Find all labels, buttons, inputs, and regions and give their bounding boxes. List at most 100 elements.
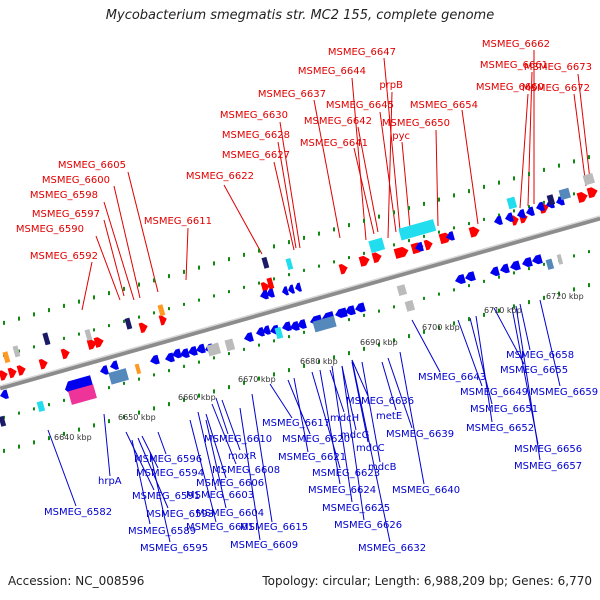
- ruler-dot: [108, 386, 110, 390]
- ruler-dot: [408, 206, 410, 211]
- forward-gene-label: MSMEG_6637: [258, 89, 326, 100]
- ruler-dot: [273, 244, 275, 249]
- ruler-tick-label: 6690 kbp: [360, 338, 398, 347]
- ruler-dot: [213, 356, 215, 360]
- ruler-dot: [513, 271, 515, 275]
- gene-label-connector: [197, 411, 217, 491]
- reverse-gene-arrow: [256, 326, 265, 337]
- forward-gene-arrow: [468, 226, 480, 238]
- reverse-gene-label: MSMEG_6651: [470, 404, 538, 415]
- ruler-dot: [588, 155, 590, 160]
- reverse-gene-label: MSMEG_6606: [196, 478, 264, 489]
- forward-gene-arrow: [358, 255, 370, 267]
- ruler-dot: [93, 423, 95, 428]
- reverse-gene-label: MSMEG_6632: [358, 543, 426, 554]
- reverse-gene-arrow: [510, 260, 521, 271]
- reverse-gene-arrow: [522, 257, 533, 268]
- ruler-dot: [198, 265, 200, 270]
- ruler-dot: [333, 227, 335, 232]
- ruler-dot: [183, 397, 185, 402]
- forward-gene-label: MSMEG_6650: [382, 118, 450, 129]
- ruler-dot: [498, 213, 500, 217]
- ruler-dot: [363, 346, 365, 351]
- ruler-dot: [3, 448, 5, 453]
- reverse-gene-arrow: [260, 289, 269, 300]
- ruler-dot: [438, 230, 440, 234]
- forward-gene-arrow: [338, 263, 348, 275]
- reverse-gene-label: MSMEG_6625: [322, 503, 390, 514]
- ruler-dot: [528, 205, 530, 209]
- reverse-gene-arrow: [490, 266, 500, 277]
- reverse-gene-arrow: [282, 321, 292, 332]
- gene-label-connector: [215, 397, 229, 435]
- ruler-dot: [543, 167, 545, 172]
- forward-gene-arrow: [260, 282, 270, 293]
- reverse-gene-arrow: [262, 325, 271, 335]
- ruler-dot: [378, 342, 380, 347]
- gene-label-connector: [573, 93, 587, 187]
- reverse-gene-arrow: [536, 201, 545, 212]
- gene-label-connector: [125, 431, 155, 491]
- ruler-dot: [123, 414, 125, 419]
- forward-gene-arrow: [158, 315, 167, 326]
- accession-text: Accession: NC_008596: [8, 574, 145, 588]
- reverse-gene-arrow: [297, 319, 307, 329]
- ruler-dot: [423, 296, 425, 300]
- gray-feature-box: [224, 338, 236, 352]
- ruler-dot: [483, 217, 485, 221]
- ruler-dot: [393, 305, 395, 309]
- ruler-dot: [543, 262, 545, 266]
- orange-feature-box: [134, 363, 142, 375]
- ruler-dot: [3, 415, 5, 419]
- reverse-gene-label: MSMEG_6652: [466, 423, 534, 434]
- reverse-gene-label: MSMEG_6636: [346, 396, 414, 407]
- ruler-dot: [198, 360, 200, 364]
- reverse-gene-label: MSMEG_6610: [204, 434, 272, 445]
- ruler-dot: [318, 359, 320, 364]
- forward-gene-label: MSMEG_6654: [410, 100, 478, 111]
- gene-label-connector: [341, 365, 357, 431]
- forward-gene-label: MSMEG_6660: [476, 82, 544, 93]
- reverse-gene-label: MSMEG_6626: [334, 520, 402, 531]
- ruler-dot: [243, 252, 245, 257]
- reverse-gene-label: moxR: [228, 451, 256, 462]
- ruler-dot: [348, 256, 350, 260]
- forward-gene-label: MSMEG_6605: [58, 160, 126, 171]
- forward-gene-label: MSMEG_6611: [144, 216, 212, 227]
- ruler-dot: [18, 316, 20, 321]
- reverse-gene-label: MSMEG_6589: [128, 526, 196, 537]
- forward-gene-label: MSMEG_6644: [298, 66, 366, 77]
- ruler-dot: [303, 330, 305, 334]
- reverse-gene-arrow: [196, 343, 206, 354]
- ruler-dot: [303, 268, 305, 272]
- forward-gene-arrow: [16, 365, 26, 376]
- ruler-dot: [453, 288, 455, 292]
- ruler-dot: [123, 381, 125, 385]
- ruler-dot: [348, 318, 350, 322]
- reverse-gene-arrow: [295, 282, 302, 292]
- ruler-dot: [348, 223, 350, 228]
- forward-gene-arrow: [93, 337, 104, 348]
- ruler-tick-label: 6650 kbp: [118, 413, 156, 422]
- reverse-gene-arrow: [188, 345, 198, 356]
- gene-label-connector: [435, 129, 439, 227]
- reverse-gene-label: mdcG: [340, 430, 369, 441]
- reverse-gene-label: MSMEG_6649: [460, 387, 528, 398]
- forward-gene-arrow: [0, 370, 8, 381]
- gene-label-connector: [239, 407, 261, 541]
- ruler-dot: [423, 234, 425, 238]
- ruler-dot: [213, 389, 215, 394]
- ruler-dot: [228, 290, 230, 294]
- ruler-dot: [588, 250, 590, 254]
- gene-label-connector: [189, 419, 217, 523]
- ruler-dot: [408, 334, 410, 339]
- gene-label-connector: [401, 141, 411, 229]
- ruler-dot: [258, 281, 260, 285]
- forward-gene-arrow: [576, 192, 588, 204]
- ruler-dot: [198, 298, 200, 302]
- reverse-gene-arrow: [500, 263, 510, 274]
- forward-gene-label: MSMEG_6672: [522, 83, 590, 94]
- ruler-dot: [33, 345, 35, 349]
- ruler-dot: [213, 261, 215, 266]
